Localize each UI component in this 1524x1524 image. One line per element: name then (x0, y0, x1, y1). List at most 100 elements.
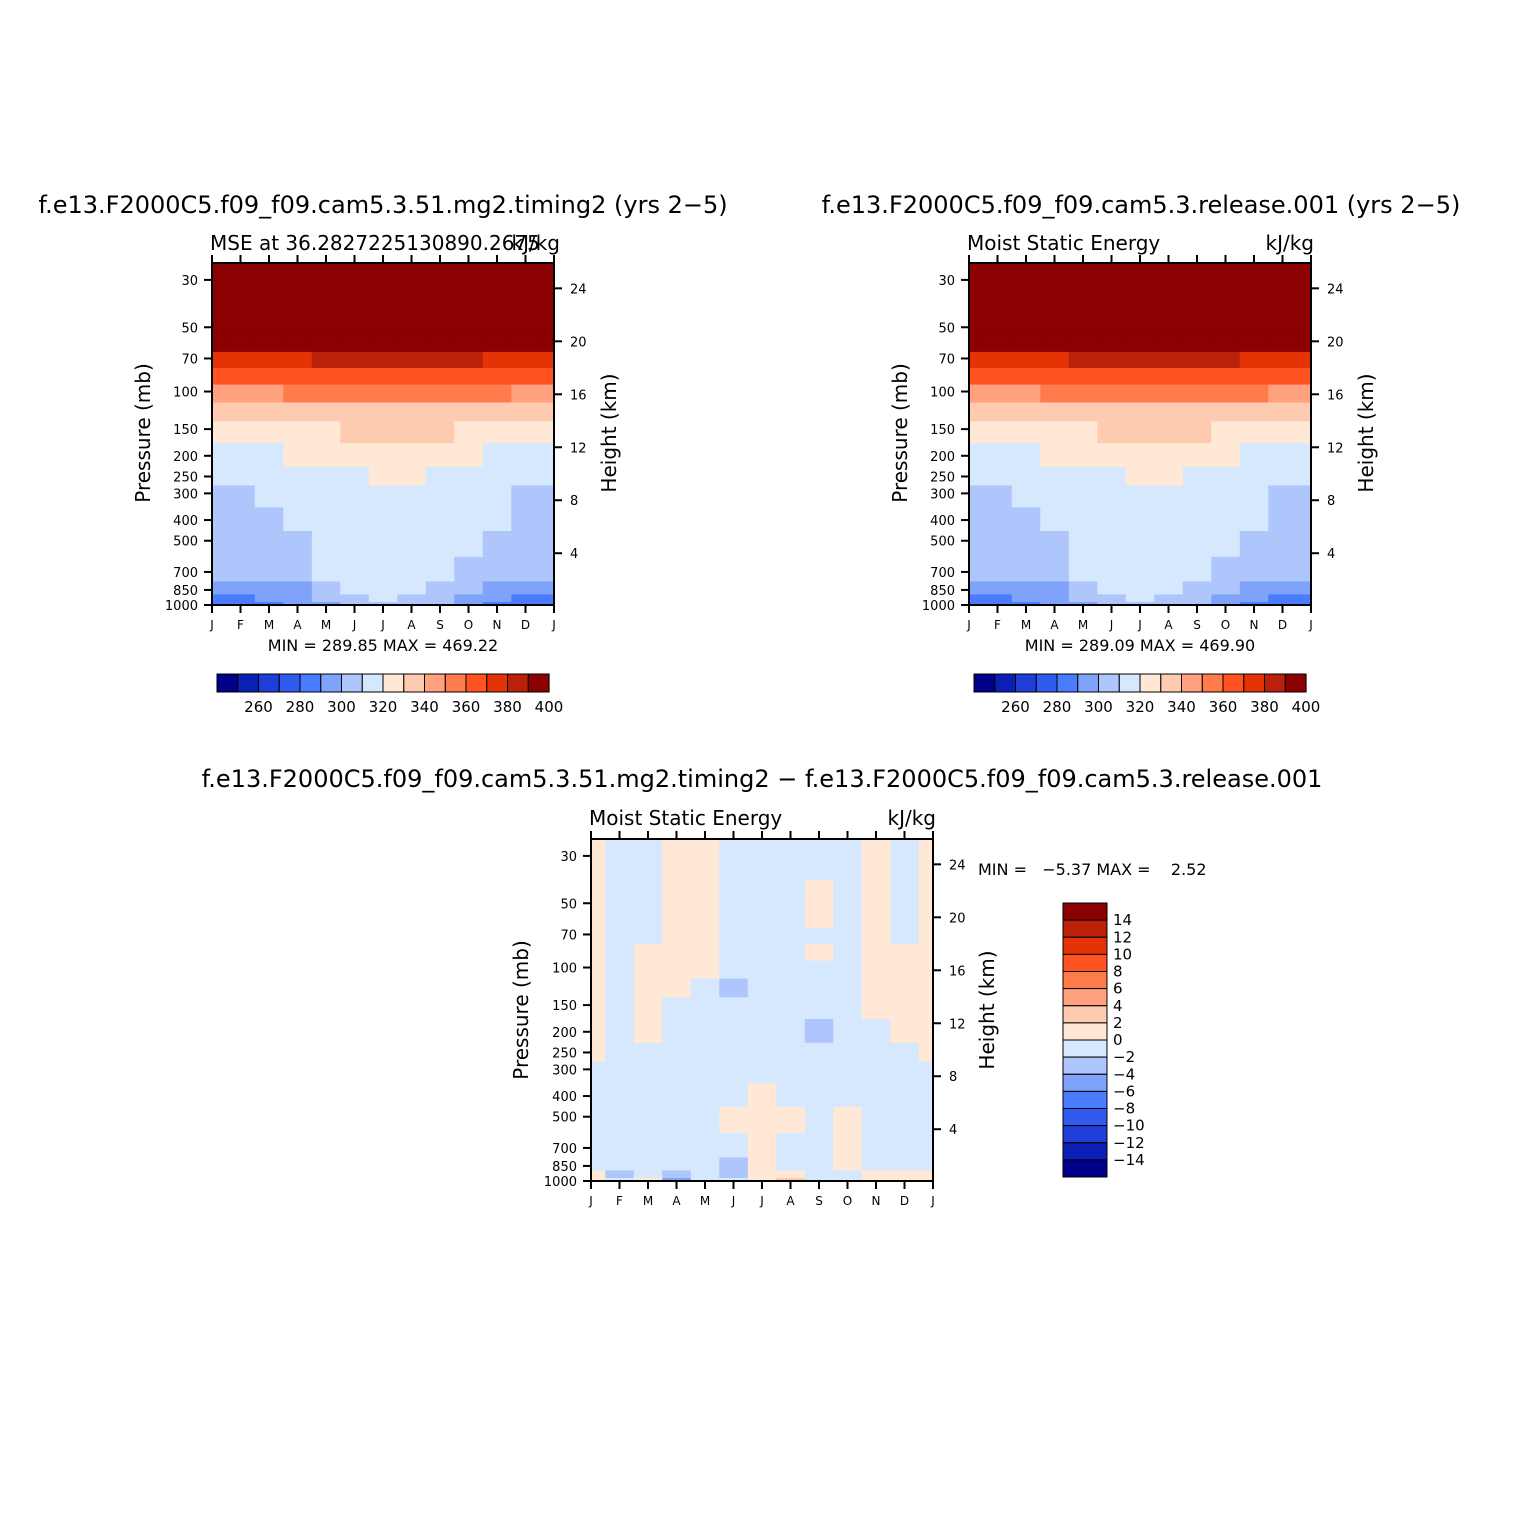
field-cell (397, 556, 427, 582)
field-cell (662, 1132, 692, 1158)
field-cell (454, 506, 484, 531)
field-cell (226, 384, 256, 403)
field-cell (1296, 384, 1312, 403)
field-cell (226, 335, 256, 352)
field-cell (311, 351, 341, 368)
field-cell (633, 1060, 663, 1084)
field-cell (1239, 335, 1269, 352)
field-cell (254, 484, 284, 508)
field-cell (1097, 401, 1127, 422)
field-cell (633, 1132, 663, 1158)
field-cell (918, 960, 934, 979)
field-cell (804, 879, 834, 913)
field-cell (918, 1169, 934, 1178)
colorbar-label: 360 (452, 698, 481, 716)
field-cell (226, 442, 256, 467)
field-cell (633, 943, 663, 961)
colorbar-label: 12 (1113, 928, 1132, 946)
field-cell (368, 401, 398, 422)
field-cell (833, 1177, 863, 1182)
field-cell (1011, 506, 1041, 531)
field-cell (719, 1169, 749, 1178)
field-cell (591, 943, 606, 961)
field-cell (719, 927, 749, 944)
colorbar-swatch (1062, 1056, 1108, 1075)
field-cell (397, 384, 427, 403)
field-cell (1011, 484, 1041, 508)
field-cell (605, 1156, 635, 1171)
y-tick-label: 300 (173, 487, 198, 502)
field-cell (747, 911, 777, 928)
field-cell (482, 384, 512, 403)
field-cell (1097, 335, 1127, 352)
field-cell (983, 530, 1013, 557)
field-cell (969, 601, 984, 606)
field-cell (1296, 506, 1312, 531)
y2-tick-label: 4 (570, 547, 578, 562)
x-tick-label: M (264, 618, 274, 632)
field-cell (254, 506, 284, 531)
field-cell (633, 1082, 663, 1107)
field-cell (511, 384, 541, 403)
field-cell (690, 879, 720, 913)
y2-tick-label: 8 (1327, 494, 1335, 509)
field-cell (425, 442, 455, 467)
field-cell (511, 556, 541, 582)
field-cell (254, 420, 284, 444)
field-cell (591, 1132, 606, 1158)
x-tick-label: O (843, 1194, 852, 1208)
field-cell (776, 943, 806, 961)
field-cell (511, 484, 541, 508)
field-cell (539, 420, 555, 444)
field-cell (983, 335, 1013, 352)
field-cell (1268, 506, 1298, 531)
x-tick-label: J (731, 1194, 736, 1208)
field-cell (591, 911, 606, 928)
field-cell (340, 580, 370, 595)
field-cell (662, 911, 692, 928)
field-cell (1125, 420, 1155, 444)
panel-3-stats: MIN = −5.37 MAX = 2.52 (978, 860, 1207, 879)
y-tick-label: 850 (173, 584, 198, 599)
field-cell (833, 1156, 863, 1171)
field-cell (511, 506, 541, 531)
y-tick-label: 100 (173, 386, 198, 401)
x-tick-label: J (588, 1194, 593, 1208)
x-tick-label: J (930, 1194, 935, 1208)
field-cell (1182, 466, 1212, 486)
y2-tick-label: 8 (949, 1070, 957, 1085)
field-cell (591, 1018, 606, 1043)
field-cell (591, 1177, 606, 1182)
field-cell (511, 420, 541, 444)
x-tick-label: D (900, 1194, 909, 1208)
x-tick-label: A (786, 1194, 795, 1208)
field-cell (254, 367, 284, 385)
field-cell (1068, 580, 1098, 595)
field-cell (918, 927, 934, 944)
field-cell (1097, 601, 1127, 606)
field-cell (283, 506, 313, 531)
field-cell (1268, 367, 1298, 385)
colorbar-swatch (1062, 1022, 1108, 1041)
field-cell (340, 506, 370, 531)
field-cell (690, 943, 720, 961)
field-cell (212, 580, 227, 595)
field-cell (969, 466, 984, 486)
field-cell (776, 1132, 806, 1158)
x-tick-label: J (1137, 618, 1142, 632)
x-tick-label: A (1050, 618, 1059, 632)
field-cell (833, 1042, 863, 1062)
field-cell (969, 593, 984, 602)
y2-tick-label: 12 (949, 1017, 966, 1032)
field-cell (633, 960, 663, 979)
field-cell (1154, 484, 1184, 508)
field-cell (226, 401, 256, 422)
field-cell (591, 977, 606, 998)
y-tick-label: 1000 (922, 599, 955, 614)
field-cell (311, 580, 341, 595)
field-cell (719, 839, 749, 881)
field-cell (539, 466, 555, 486)
panel-2-colorbar: 260 280 300 320 340 360 380 400 (973, 673, 1320, 716)
field-cell (1097, 384, 1127, 403)
field-cell (1154, 384, 1184, 403)
